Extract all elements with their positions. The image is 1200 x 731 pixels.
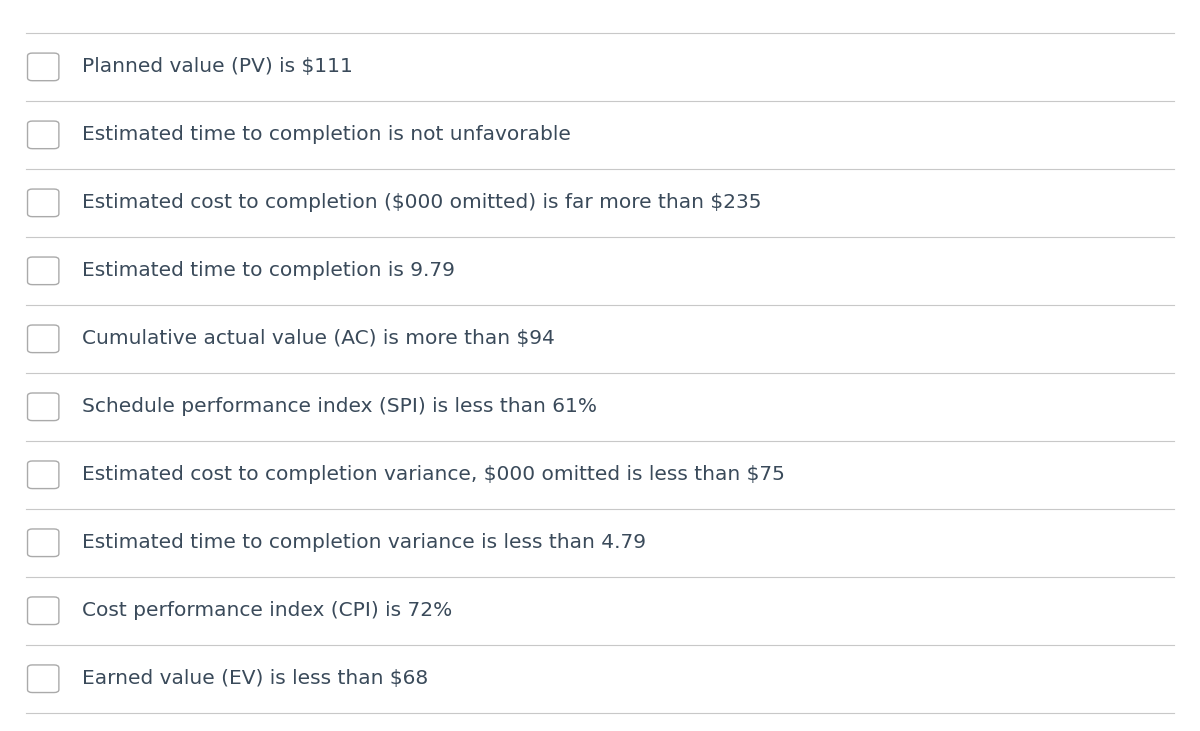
Text: Estimated time to completion is not unfavorable: Estimated time to completion is not unfa… [82,126,570,144]
FancyBboxPatch shape [28,461,59,488]
Text: Cost performance index (CPI) is 72%: Cost performance index (CPI) is 72% [82,602,452,620]
FancyBboxPatch shape [28,121,59,148]
Text: Estimated time to completion is 9.79: Estimated time to completion is 9.79 [82,262,455,280]
FancyBboxPatch shape [28,53,59,80]
Text: Estimated time to completion variance is less than 4.79: Estimated time to completion variance is… [82,534,646,552]
FancyBboxPatch shape [28,665,59,692]
Text: Cumulative actual value (AC) is more than $94: Cumulative actual value (AC) is more tha… [82,330,554,348]
Text: Schedule performance index (SPI) is less than 61%: Schedule performance index (SPI) is less… [82,398,596,416]
FancyBboxPatch shape [28,529,59,556]
FancyBboxPatch shape [28,325,59,352]
Text: Estimated cost to completion variance, $000 omitted is less than $75: Estimated cost to completion variance, $… [82,466,785,484]
FancyBboxPatch shape [28,257,59,284]
Text: Planned value (PV) is $111: Planned value (PV) is $111 [82,58,353,76]
FancyBboxPatch shape [28,597,59,624]
FancyBboxPatch shape [28,189,59,216]
Text: Estimated cost to completion ($000 omitted) is far more than $235: Estimated cost to completion ($000 omitt… [82,194,761,212]
Text: Earned value (EV) is less than $68: Earned value (EV) is less than $68 [82,670,428,688]
FancyBboxPatch shape [28,393,59,420]
